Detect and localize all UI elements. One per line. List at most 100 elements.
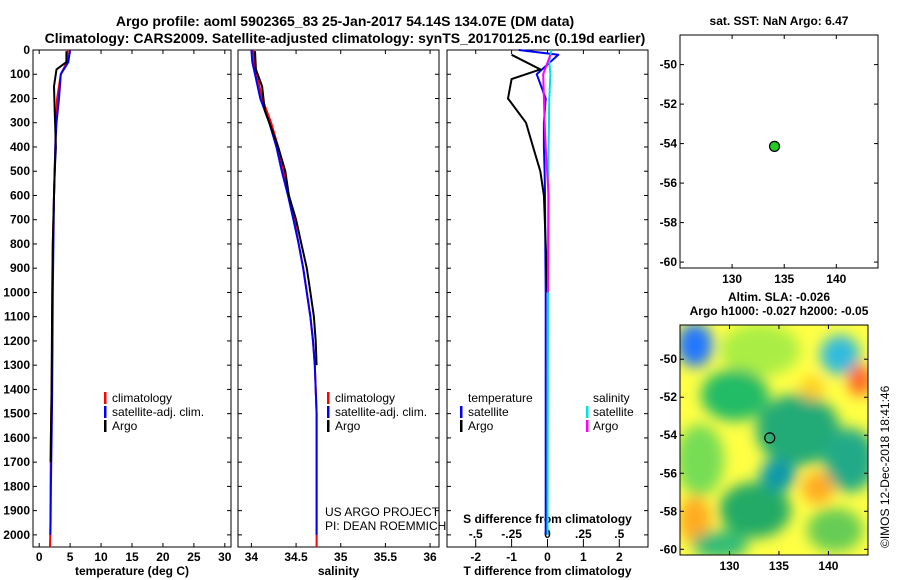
title-line-2: Climatology: CARS2009. Satellite-adjuste… (45, 30, 646, 46)
sla-map-axes: -50 -52 -54 -56 -58 -60 130 135 140 (660, 325, 868, 573)
x-tick-label: 36 (423, 550, 437, 564)
x-tick-label: 0 (36, 550, 43, 564)
map-y-tick-label: -50 (660, 352, 678, 366)
x-axis-label: T difference from climatology (463, 564, 631, 578)
legend-sal-satellite-swatch (586, 406, 589, 418)
x-tick-label-secondary: .5 (614, 527, 624, 541)
map-y-tick-label: -56 (660, 466, 678, 480)
credit-line-2: PI: DEAN ROEMMICH (325, 519, 446, 533)
map-x-tick-label: 135 (769, 559, 789, 573)
legend-salinity-heading: salinity (593, 391, 630, 405)
x-tick-label: 20 (156, 550, 170, 564)
float-position-marker (768, 140, 781, 152)
y-tick-label: 900 (10, 261, 30, 275)
sla-map-title-line-1: Altim. SLA: -0.026 (728, 290, 830, 304)
series-line-temperature-satellite (518, 49, 560, 535)
legend-temp-satellite-label: satellite (468, 405, 509, 419)
x-tick-label: 30 (218, 550, 232, 564)
x-tick-label: 0 (544, 550, 551, 564)
legend-temp-argo-label: Argo (468, 419, 494, 433)
x-tick-label: 35 (334, 550, 348, 564)
sst-map-frame (679, 34, 879, 269)
x-tick-label: 34.5 (284, 550, 308, 564)
y-tick-label: 400 (10, 140, 30, 154)
x-tick-label: 5 (67, 550, 74, 564)
y-tick-label: 500 (10, 164, 30, 178)
map-x-tick-label: 140 (818, 559, 838, 573)
float-position-marker (764, 432, 776, 444)
y-tick-label: 1100 (4, 310, 30, 324)
salinity-panel-frame (237, 49, 440, 548)
map-y-tick-label: -60 (660, 255, 678, 269)
sla-map-title-line-2: Argo h1000: -0.027 h2000: -0.05 (690, 304, 869, 318)
series-line-satellite-adj-clim- (250, 49, 318, 535)
y-tick-label: 1800 (3, 479, 30, 493)
series-line-satellite-adj-clim- (49, 49, 72, 535)
x-tick-label-secondary: -.25 (501, 527, 522, 541)
temperature-panel-frame (32, 49, 232, 548)
x-tick-label-secondary: -.5 (469, 527, 483, 541)
legend-temperature-heading: temperature (468, 391, 533, 405)
legend-sal-satellite-label: satellite (593, 405, 634, 419)
series-line-argo (49, 51, 68, 463)
x-tick-label: 35.5 (374, 550, 398, 564)
legend-climatology-swatch (104, 392, 107, 404)
series-line-salinity-argo (542, 54, 552, 293)
credit-line-1: US ARGO PROJECT (325, 505, 440, 519)
y-tick-label: 700 (10, 213, 30, 227)
x-tick-label: 15 (125, 550, 139, 564)
x-axis-label: salinity (318, 564, 360, 578)
x-tick-label-secondary: .25 (575, 527, 592, 541)
y-tick-label: 1500 (3, 407, 30, 421)
title-line-1: Argo profile: aoml 5902365_83 25-Jan-201… (116, 13, 574, 29)
y-tick-label: 1300 (3, 358, 30, 372)
map-y-tick-label: -58 (660, 216, 678, 230)
series-line-salinity-satellite (546, 49, 553, 535)
legend-climatology-swatch (327, 392, 330, 404)
y-tick-label: 0 (23, 43, 30, 57)
y-tick-label: 300 (10, 116, 30, 130)
legend-argo-label: Argo (112, 419, 138, 433)
sla-heatmap (679, 324, 869, 556)
x-tick-label: -1 (506, 550, 517, 564)
map-y-tick-label: -52 (660, 97, 678, 111)
legend-temp-satellite-swatch (460, 406, 463, 418)
temperature-legend: climatology satellite-adj. clim. Argo (104, 391, 204, 433)
x-tick-label: -2 (470, 550, 481, 564)
y-tick-label: 1700 (3, 455, 30, 469)
sst-map-axes: -50 -52 -54 -56 -58 -60 130 135 140 (660, 35, 878, 286)
map-x-tick-label: 140 (826, 272, 846, 286)
legend-satellite-label: satellite-adj. clim. (335, 405, 427, 419)
legend-satellite-swatch (104, 406, 107, 418)
legend-satellite-label: satellite-adj. clim. (112, 405, 204, 419)
series-line-temperature-argo (507, 53, 549, 293)
map-x-tick-label: 135 (774, 272, 794, 286)
sla-blobs (680, 325, 868, 555)
map-x-tick-label: 130 (722, 272, 742, 286)
x-tick-label: 2 (616, 550, 623, 564)
map-y-tick-label: -50 (660, 58, 678, 72)
difference-legend: temperature salinity satellite Argo sate… (460, 391, 634, 433)
x-tick-label: 34 (245, 550, 259, 564)
x-tick-label: 10 (94, 550, 108, 564)
y-tick-label: 1900 (3, 504, 30, 518)
y-tick-label: 800 (10, 237, 30, 251)
x-tick-label: 25 (187, 550, 201, 564)
series-line-argo (254, 51, 318, 366)
legend-sal-argo-label: Argo (593, 419, 619, 433)
y-tick-label: 600 (10, 188, 30, 202)
y-tick-label: 2000 (3, 528, 30, 542)
legend-temp-argo-swatch (460, 420, 463, 432)
legend-satellite-swatch (327, 406, 330, 418)
y-tick-label: 1400 (3, 382, 30, 396)
map-y-tick-label: -60 (660, 542, 678, 556)
map-y-tick-label: -56 (660, 176, 678, 190)
map-y-tick-label: -52 (660, 390, 678, 404)
legend-climatology-label: climatology (335, 391, 395, 405)
map-x-tick-label: 130 (719, 559, 739, 573)
y-tick-label: 1600 (3, 431, 30, 445)
legend-argo-swatch (327, 420, 330, 432)
x-axis-label: temperature (deg C) (75, 564, 189, 578)
